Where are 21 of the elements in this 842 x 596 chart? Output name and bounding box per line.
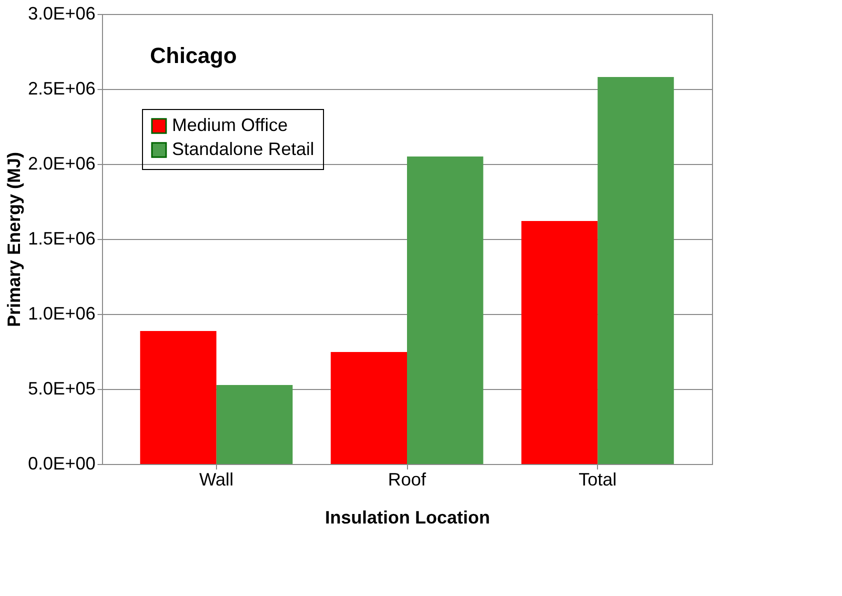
bar xyxy=(521,221,598,464)
y-tick-label: 5.0E+05 xyxy=(28,378,96,398)
x-tick-label: Roof xyxy=(388,470,428,490)
y-tick-label: 2.5E+06 xyxy=(28,78,96,98)
bar xyxy=(407,156,484,464)
bar xyxy=(330,352,407,464)
bar xyxy=(140,330,216,464)
x-tick-label: Wall xyxy=(199,470,234,490)
x-axis-title: Insulation Location xyxy=(325,508,490,528)
y-axis-title: Primary Energy (MJ) xyxy=(4,152,24,328)
bar xyxy=(598,77,674,464)
annotation: Chicago xyxy=(150,43,237,68)
y-tick-label: 1.0E+06 xyxy=(28,304,96,324)
y-tick-label: 1.5E+06 xyxy=(28,228,96,248)
x-tick-label: Total xyxy=(578,470,617,490)
legend-label: Standalone Retail xyxy=(172,139,314,159)
bar xyxy=(216,384,293,464)
y-tick-label: 0.0E+00 xyxy=(28,454,96,474)
y-tick-label: 3.0E+06 xyxy=(28,4,96,24)
y-tick-label: 2.0E+06 xyxy=(28,154,96,174)
legend-label: Medium Office xyxy=(172,115,288,135)
